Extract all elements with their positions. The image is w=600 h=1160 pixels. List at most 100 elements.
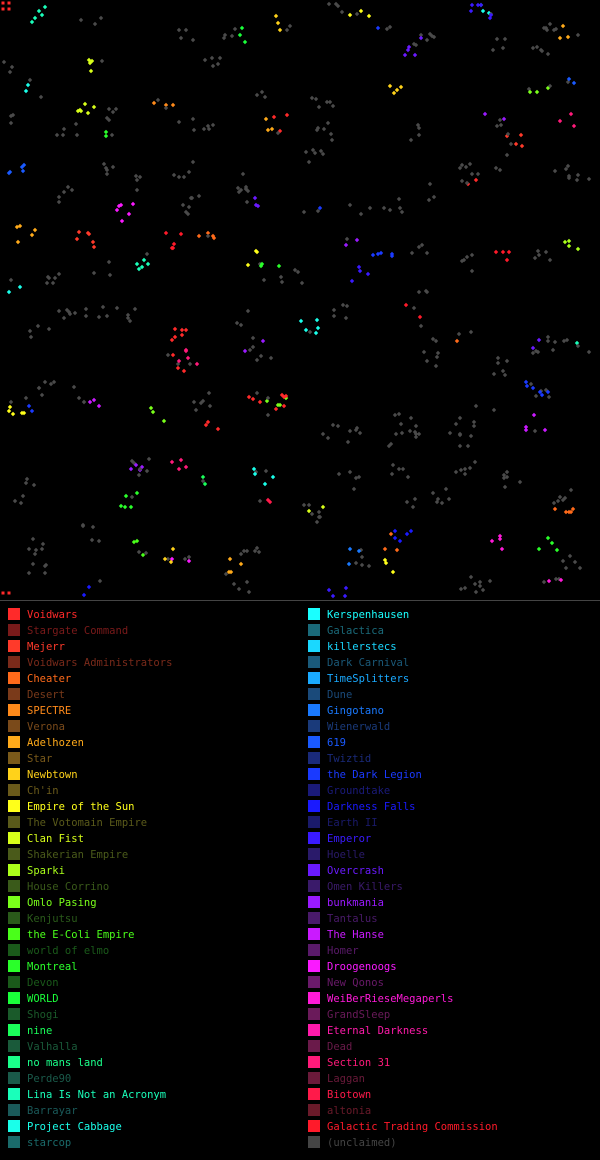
star-marker[interactable] xyxy=(210,63,216,69)
star-marker[interactable] xyxy=(575,172,581,178)
star-marker[interactable] xyxy=(279,279,285,285)
star-marker[interactable] xyxy=(42,4,48,10)
star-marker[interactable] xyxy=(29,232,35,238)
star-marker[interactable] xyxy=(176,119,182,125)
star-marker[interactable] xyxy=(465,443,471,449)
star-marker[interactable] xyxy=(96,314,102,320)
star-marker[interactable] xyxy=(318,148,324,154)
star-marker[interactable] xyxy=(244,199,250,205)
star-marker[interactable] xyxy=(81,399,87,405)
star-marker[interactable] xyxy=(139,264,145,270)
star-marker[interactable] xyxy=(532,255,538,261)
star-marker[interactable] xyxy=(179,332,185,338)
star-marker[interactable] xyxy=(172,326,178,332)
star-marker[interactable] xyxy=(387,83,393,89)
star-marker[interactable] xyxy=(367,205,373,211)
star-marker[interactable] xyxy=(56,194,62,200)
star-marker[interactable] xyxy=(244,548,250,554)
star-marker[interactable] xyxy=(298,318,304,324)
star-marker[interactable] xyxy=(17,284,23,290)
star-marker[interactable] xyxy=(358,8,364,14)
star-marker[interactable] xyxy=(151,100,157,106)
star-marker[interactable] xyxy=(545,51,551,57)
star-marker[interactable] xyxy=(43,562,49,568)
star-marker[interactable] xyxy=(501,472,507,478)
star-marker[interactable] xyxy=(524,383,530,389)
star-marker[interactable] xyxy=(396,466,402,472)
star-marker[interactable] xyxy=(314,127,320,133)
star-marker[interactable] xyxy=(72,310,78,316)
star-marker[interactable] xyxy=(125,312,131,318)
star-marker[interactable] xyxy=(397,205,403,211)
star-marker[interactable] xyxy=(310,147,316,153)
star-marker[interactable] xyxy=(330,422,336,428)
star-marker[interactable] xyxy=(410,504,416,510)
star-marker[interactable] xyxy=(222,32,228,38)
star-marker[interactable] xyxy=(116,203,122,209)
star-marker[interactable] xyxy=(180,202,186,208)
star-marker[interactable] xyxy=(356,548,362,554)
star-marker[interactable] xyxy=(103,133,109,139)
star-marker[interactable] xyxy=(240,171,246,177)
star-marker[interactable] xyxy=(325,120,331,126)
star-marker[interactable] xyxy=(205,419,211,425)
star-marker[interactable] xyxy=(315,325,321,331)
star-marker[interactable] xyxy=(572,559,578,565)
star-marker[interactable] xyxy=(565,34,571,40)
star-marker[interactable] xyxy=(171,241,177,247)
star-marker[interactable] xyxy=(24,476,30,482)
star-marker[interactable] xyxy=(96,538,102,544)
star-marker[interactable] xyxy=(473,403,479,409)
star-marker[interactable] xyxy=(268,355,274,361)
star-marker[interactable] xyxy=(343,585,349,591)
star-marker[interactable] xyxy=(555,498,561,504)
star-marker[interactable] xyxy=(416,289,422,295)
star-marker[interactable] xyxy=(52,275,58,281)
star-marker[interactable] xyxy=(424,37,430,43)
star-marker[interactable] xyxy=(469,252,475,258)
star-marker[interactable] xyxy=(398,421,404,427)
star-marker[interactable] xyxy=(146,456,152,462)
star-marker[interactable] xyxy=(303,149,309,155)
star-marker[interactable] xyxy=(262,481,268,487)
star-marker[interactable] xyxy=(471,419,477,425)
star-marker[interactable] xyxy=(505,131,511,137)
star-marker[interactable] xyxy=(114,207,120,213)
star-marker[interactable] xyxy=(6,289,12,295)
star-marker[interactable] xyxy=(254,92,260,98)
star-marker[interactable] xyxy=(176,27,182,33)
star-marker[interactable] xyxy=(490,47,496,53)
star-marker[interactable] xyxy=(51,379,57,385)
star-marker[interactable] xyxy=(421,349,427,355)
star-marker[interactable] xyxy=(252,471,258,477)
star-marker[interactable] xyxy=(519,143,525,149)
star-marker[interactable] xyxy=(97,578,103,584)
star-marker[interactable] xyxy=(136,266,142,272)
star-marker[interactable] xyxy=(175,365,181,371)
star-marker[interactable] xyxy=(329,137,335,143)
star-marker[interactable] xyxy=(561,338,567,344)
star-marker[interactable] xyxy=(550,347,556,353)
star-marker[interactable] xyxy=(231,581,237,587)
star-marker[interactable] xyxy=(36,8,42,14)
star-marker[interactable] xyxy=(32,227,38,233)
star-marker[interactable] xyxy=(335,3,341,9)
star-marker[interactable] xyxy=(530,350,536,356)
star-marker[interactable] xyxy=(277,402,283,408)
star-marker[interactable] xyxy=(433,363,439,369)
star-marker[interactable] xyxy=(384,26,390,32)
star-marker[interactable] xyxy=(506,249,512,255)
star-marker[interactable] xyxy=(495,360,501,366)
star-marker[interactable] xyxy=(575,343,581,349)
star-marker[interactable] xyxy=(502,484,508,490)
star-marker[interactable] xyxy=(551,500,557,506)
star-marker[interactable] xyxy=(107,272,113,278)
star-marker[interactable] xyxy=(489,538,495,544)
star-marker[interactable] xyxy=(565,163,571,169)
star-marker[interactable] xyxy=(27,77,33,83)
star-marker[interactable] xyxy=(270,474,276,480)
star-marker[interactable] xyxy=(366,13,372,19)
star-marker[interactable] xyxy=(487,15,493,21)
star-marker[interactable] xyxy=(523,424,529,430)
star-marker[interactable] xyxy=(534,89,540,95)
